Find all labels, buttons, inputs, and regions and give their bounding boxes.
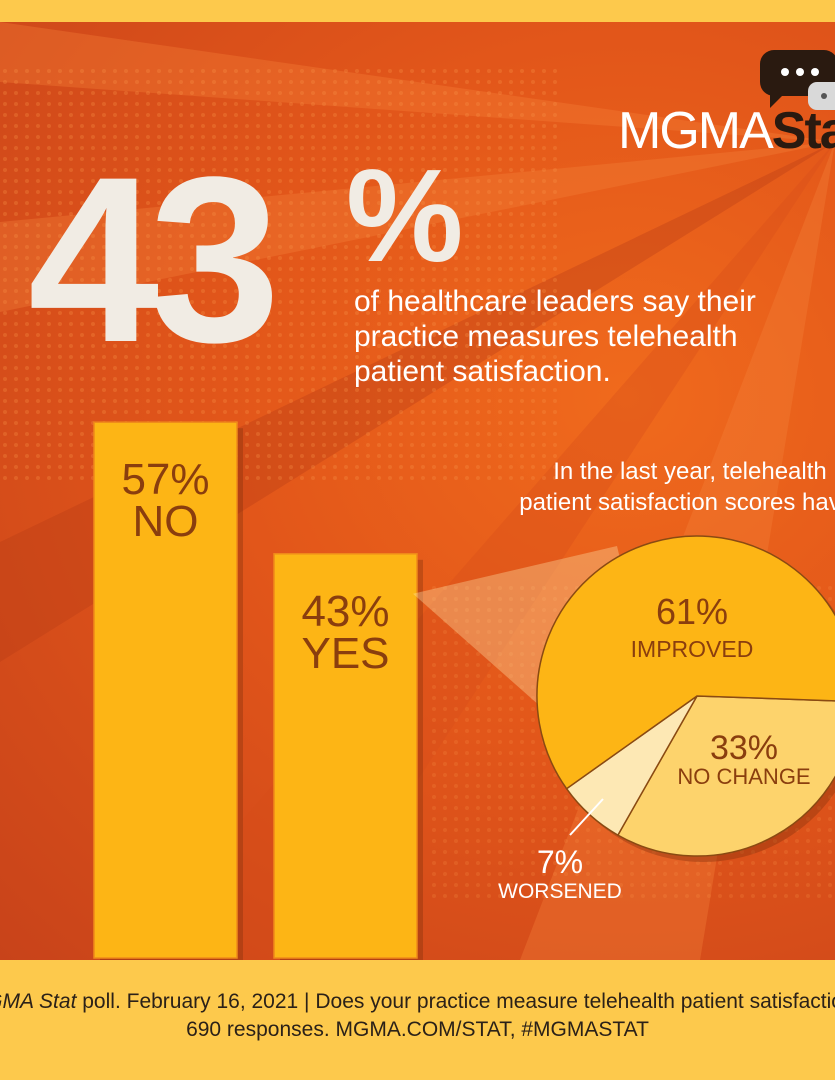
headline-percent-sign: % (346, 142, 464, 289)
top-strip (0, 0, 835, 22)
footer-responses: 690 responses. MGMA.COM/STAT, #MGMASTAT (186, 1018, 649, 1041)
footer-source-italic: MGMA Stat (0, 990, 77, 1013)
pie-category-label: WORSENED (498, 880, 622, 903)
logo-text-bold: Stat (771, 102, 835, 160)
pie-category-label: IMPROVED (631, 636, 754, 662)
pie-question: In the last year, telehealth patient sat… (480, 456, 835, 518)
bar-category-label: YES (301, 629, 389, 678)
pie-slice-no-change (616, 695, 835, 857)
pie-value-label: 33% (710, 729, 778, 767)
bar-value-label: 43% (301, 587, 389, 636)
footer-source-text: poll. February 16, 2021 | Does your prac… (76, 990, 835, 1013)
pie-slice-improved (536, 535, 835, 790)
pie-category-label: NO CHANGE (677, 764, 810, 789)
logo-text-light: MGMA (618, 102, 774, 160)
bar-yes (273, 553, 418, 959)
pie-question-line2: patient satisfaction scores have: (519, 489, 835, 516)
footer-source: MGMA Stat poll. February 16, 2021 | Does… (0, 990, 835, 1014)
bar-category-label: NO (133, 497, 199, 546)
pie-value-label: 61% (656, 591, 728, 632)
bar-value-label: 57% (121, 455, 209, 504)
headline-number: 43 (28, 128, 280, 392)
headline-text: of healthcare leaders say their practice… (354, 285, 756, 388)
brand-logo: MGMAStat (618, 105, 835, 157)
pie-value-label: 7% (537, 844, 583, 880)
pie-leader-line (569, 798, 604, 836)
footer (0, 960, 835, 1080)
pie-question-line1: In the last year, telehealth (553, 458, 827, 485)
bar-no (93, 421, 238, 959)
chat-bubbles-icon (760, 50, 835, 110)
